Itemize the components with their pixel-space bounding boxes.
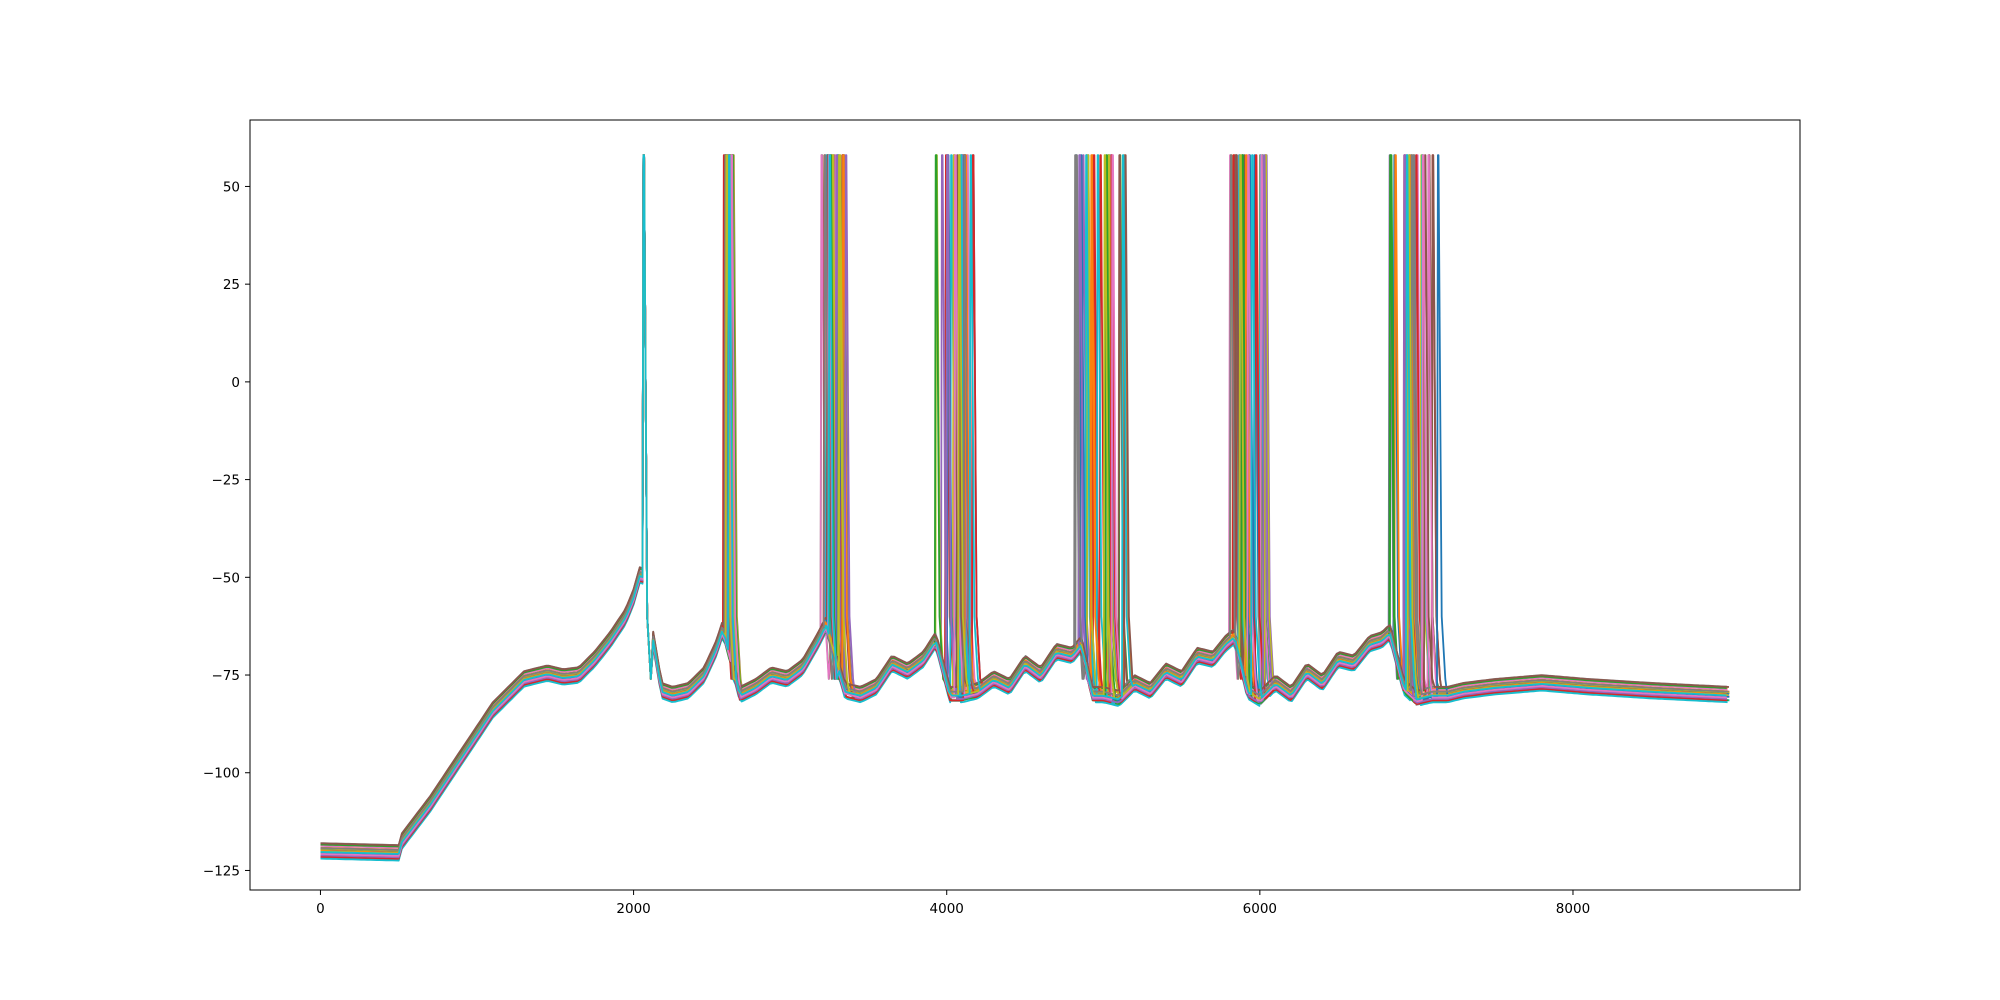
x-tick-label: 0: [316, 901, 325, 917]
y-tick-label: −100: [203, 766, 240, 782]
plot-traces: [320, 154, 1730, 862]
x-tick-label: 2000: [616, 901, 650, 917]
y-axis: 50 25 0 −25 −50 −75 −100 −125: [203, 179, 250, 879]
x-tick-label: 4000: [930, 901, 964, 917]
y-tick-label: 0: [231, 375, 240, 391]
plot-frame: [249, 119, 1801, 891]
y-tick-label: −75: [212, 668, 241, 684]
x-tick-label: 8000: [1556, 901, 1590, 917]
y-tick-label: 50: [223, 179, 240, 195]
series-line: [320, 154, 1727, 855]
series-line: [320, 154, 1729, 851]
y-tick-label: −125: [203, 863, 240, 879]
y-tick-label: −50: [212, 570, 241, 586]
series-line: [320, 154, 1730, 847]
x-axis: 0 2000 4000 6000 8000: [316, 890, 1590, 917]
y-tick-label: −25: [212, 473, 241, 489]
series-line: [320, 154, 1728, 862]
x-tick-label: 6000: [1243, 901, 1277, 917]
series-line: [320, 154, 1727, 857]
y-tick-label: 25: [223, 277, 240, 293]
